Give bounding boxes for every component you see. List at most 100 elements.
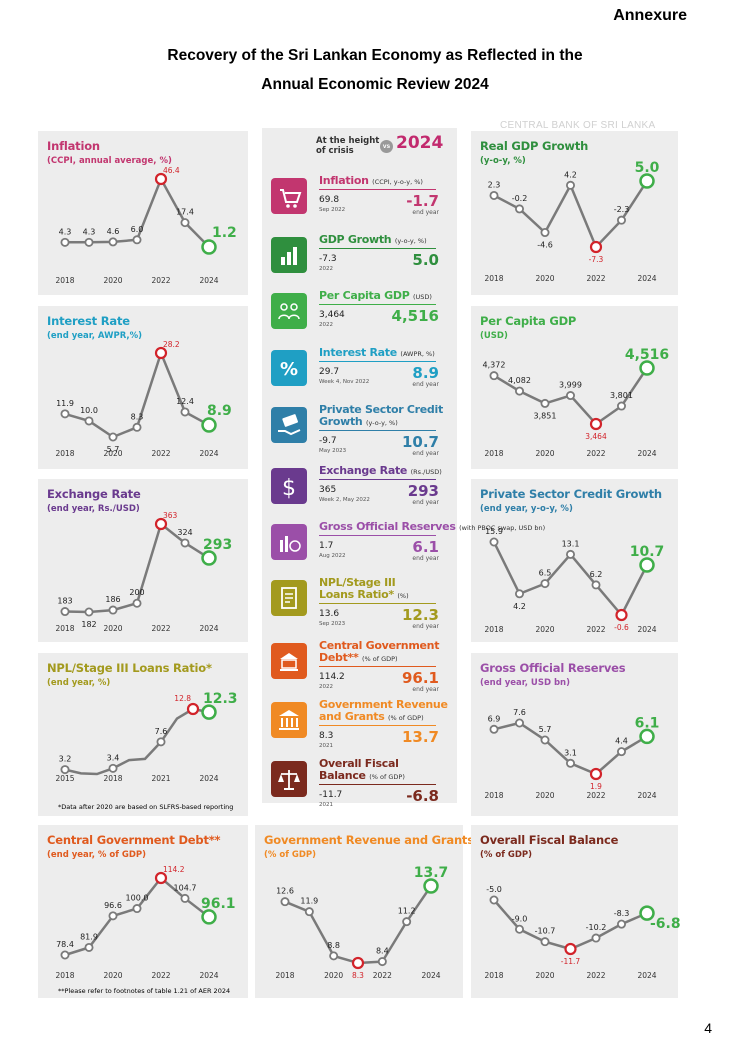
chart-title: NPL/Stage III Loans Ratio* — [47, 661, 212, 675]
x-tick-label: 2018 — [103, 774, 122, 783]
crisis-date: Week 4, Nov 2022 — [319, 379, 370, 385]
crisis-value: 1.7 — [319, 541, 334, 551]
data-label: -8.3 — [614, 909, 630, 918]
data-point — [156, 737, 166, 747]
x-tick-label: 2022 — [586, 791, 605, 800]
crisis-date: Sep 2022 — [319, 207, 346, 213]
data-point-crisis — [589, 417, 603, 431]
chart-subtitle: (% of GDP) — [264, 850, 317, 860]
reserves-icon — [271, 524, 307, 560]
x-tick-label: 2020 — [103, 971, 122, 980]
data-label: 7.6 — [155, 727, 168, 736]
indicator-title: Interest Rate (AWPR, %) — [319, 346, 435, 359]
data-point-latest — [201, 417, 217, 433]
chart-subtitle: (% of GDP) — [480, 850, 533, 860]
data-point — [84, 607, 94, 617]
percapita-chart-panel: Per Capita GDP (USD) 4,372 4,082 3,851 3,99… — [471, 306, 678, 469]
crisis-value: -7.3 — [319, 254, 337, 264]
data-label: 8.3 — [131, 412, 144, 421]
data-point — [616, 919, 626, 929]
data-label: 81.9 — [80, 932, 98, 941]
data-label: 114.2 — [163, 865, 185, 874]
inflation-chart-panel: Inflation (CCPI, annual average, %) 4.3 4… — [38, 131, 248, 295]
data-label: 96.1 — [201, 896, 236, 912]
chart-footnote: *Data after 2020 are based on SLFRS-base… — [58, 803, 234, 811]
crisis-value: 29.7 — [319, 367, 340, 377]
data-label: 3,801 — [610, 391, 633, 400]
data-label: 6.1 — [635, 715, 660, 731]
data-label: 5.7 — [539, 725, 552, 734]
government-debt-icon — [271, 643, 307, 679]
data-label: 3,464 — [585, 432, 607, 441]
current-value-note: end year — [412, 450, 439, 457]
data-label: 100.0 — [126, 894, 149, 903]
current-value-note: end year — [412, 686, 439, 693]
data-point — [540, 398, 550, 408]
revenue-chart-panel: Government Revenue and Grants (% of GDP)… — [255, 825, 474, 998]
chart-footnote: **Please refer to footnotes of table 1.2… — [58, 987, 231, 995]
chart-title: Overall Fiscal Balance — [480, 833, 619, 847]
data-point-crisis — [589, 240, 603, 254]
data-point-latest — [639, 360, 655, 376]
x-tick-label: 2024 — [637, 971, 656, 980]
data-point — [540, 735, 550, 745]
exchange-chart: 183 182 186 200 363 324 293 2018 2020 2022 2024 — [55, 511, 232, 633]
crisis-value: 3,464 — [319, 310, 345, 320]
x-tick-label: 2022 — [151, 276, 170, 285]
data-point — [84, 416, 94, 426]
chart-title: Interest Rate — [47, 314, 130, 328]
series-line — [493, 182, 623, 250]
indicator-title: Private Sector Credit Growth (y-o-y, %) — [319, 403, 443, 428]
x-tick-label: 2020 — [535, 791, 554, 800]
indicator-unit: (Rs./USD) — [410, 468, 442, 476]
x-tick-label: 2020 — [535, 971, 554, 980]
x-tick-label: 2020 — [535, 625, 554, 634]
x-tick-label: 2024 — [637, 625, 656, 634]
data-label: -0.6 — [614, 623, 629, 632]
x-tick-label: 2018 — [484, 449, 503, 458]
current-value-note: end year — [412, 381, 439, 388]
data-point-crisis — [154, 346, 168, 360]
data-point — [108, 237, 118, 247]
data-label: 13.7 — [414, 865, 449, 881]
current-value-note: end year — [412, 555, 439, 562]
x-tick-label: 2020 — [535, 449, 554, 458]
current-value: 12.3 — [401, 606, 439, 624]
x-tick-label: 2020 — [535, 274, 554, 283]
data-label: 363 — [163, 511, 178, 520]
x-tick-label: 2022 — [586, 971, 605, 980]
x-tick-label: 2021 — [151, 774, 170, 783]
scale-icon — [271, 761, 307, 797]
x-tick-label: 2022 — [586, 625, 605, 634]
svg-text:$: $ — [282, 476, 296, 501]
data-label: -10.2 — [586, 923, 607, 932]
data-point — [540, 937, 550, 947]
indicator-row: GDP Growth (y-o-y, %) -7.3 2022 5.0 — [262, 234, 457, 290]
data-point-latest — [639, 905, 655, 921]
page-number: 4 — [704, 1020, 712, 1036]
series-line — [64, 876, 186, 957]
current-value: 13.7 — [401, 728, 439, 746]
document-icon — [271, 580, 307, 616]
credit-hand-icon — [271, 407, 307, 443]
header-crisis-label: At the height of crisis — [316, 136, 380, 156]
data-label: 15.9 — [485, 527, 503, 536]
data-point-latest — [201, 704, 217, 720]
debt-chart: 78.4 81.9 96.6 100.0 114.2 104.7 96.1 2018 2020 2… — [55, 865, 236, 980]
data-label: 4,082 — [508, 376, 531, 385]
data-label: 10.7 — [630, 544, 665, 560]
data-point — [489, 371, 499, 381]
data-point-latest — [639, 173, 655, 189]
data-label: 6.2 — [590, 570, 603, 579]
chart-title: Inflation — [47, 139, 100, 153]
x-tick-label: 2024 — [199, 774, 218, 783]
chart-title: Private Sector Credit Growth — [480, 487, 662, 501]
x-tick-label: 2022 — [151, 971, 170, 980]
x-tick-label: 2020 — [103, 276, 122, 285]
crisis-value: 13.6 — [319, 609, 340, 619]
indicator-row: Inflation (CCPI, y-o-y, %) 69.8 Sep 2022 -1… — [262, 175, 457, 231]
x-tick-label: 2022 — [151, 624, 170, 633]
data-point — [377, 957, 387, 967]
crisis-date: 2021 — [319, 802, 333, 808]
data-label: 104.7 — [174, 883, 197, 892]
